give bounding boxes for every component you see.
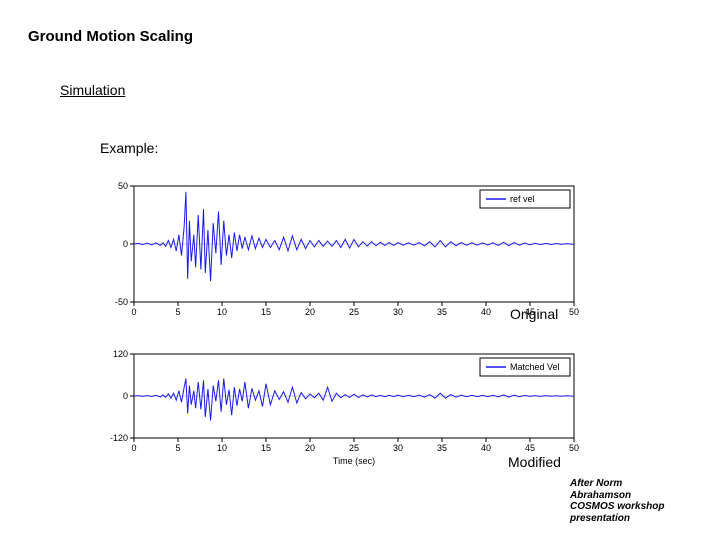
svg-text:5: 5 [175,443,180,453]
slide: Ground Motion Scaling Simulation Example… [0,0,720,540]
label-example: Example: [100,140,158,156]
svg-text:0: 0 [131,443,136,453]
svg-text:0: 0 [131,307,136,317]
svg-text:10: 10 [217,443,227,453]
section-simulation: Simulation [60,82,125,98]
svg-text:30: 30 [393,443,403,453]
svg-text:45: 45 [525,443,535,453]
svg-text:20: 20 [305,443,315,453]
svg-text:35: 35 [437,307,447,317]
svg-text:Time (sec): Time (sec) [333,456,375,466]
svg-text:-120: -120 [110,433,128,443]
svg-text:120: 120 [113,349,128,359]
svg-text:50: 50 [569,443,579,453]
svg-text:35: 35 [437,443,447,453]
svg-text:25: 25 [349,443,359,453]
svg-text:20: 20 [305,307,315,317]
attribution: After Norm Abrahamson COSMOS workshop pr… [570,478,710,524]
attrib-line-0: After Norm [570,478,622,489]
svg-text:0: 0 [123,239,128,249]
svg-text:30: 30 [393,307,403,317]
svg-text:50: 50 [569,307,579,317]
svg-text:ref vel: ref vel [510,194,535,204]
attrib-line-2: COSMOS workshop [570,501,664,512]
attrib-line-3: presentation [570,513,630,524]
svg-text:0: 0 [123,391,128,401]
svg-text:Matched Vel: Matched Vel [510,362,560,372]
page-title: Ground Motion Scaling [28,28,193,45]
svg-text:-50: -50 [115,297,128,307]
svg-text:50: 50 [118,181,128,191]
svg-text:40: 40 [481,307,491,317]
label-original: Original [510,306,558,322]
label-modified: Modified [508,454,561,470]
svg-text:5: 5 [175,307,180,317]
svg-text:15: 15 [261,443,271,453]
attrib-line-1: Abrahamson [570,490,631,501]
chart-modified: -120012005101520253035404550Matched VelT… [100,346,580,466]
svg-text:25: 25 [349,307,359,317]
svg-text:15: 15 [261,307,271,317]
chart-original: -5005005101520253035404550ref vel [100,178,580,318]
svg-text:40: 40 [481,443,491,453]
svg-text:10: 10 [217,307,227,317]
